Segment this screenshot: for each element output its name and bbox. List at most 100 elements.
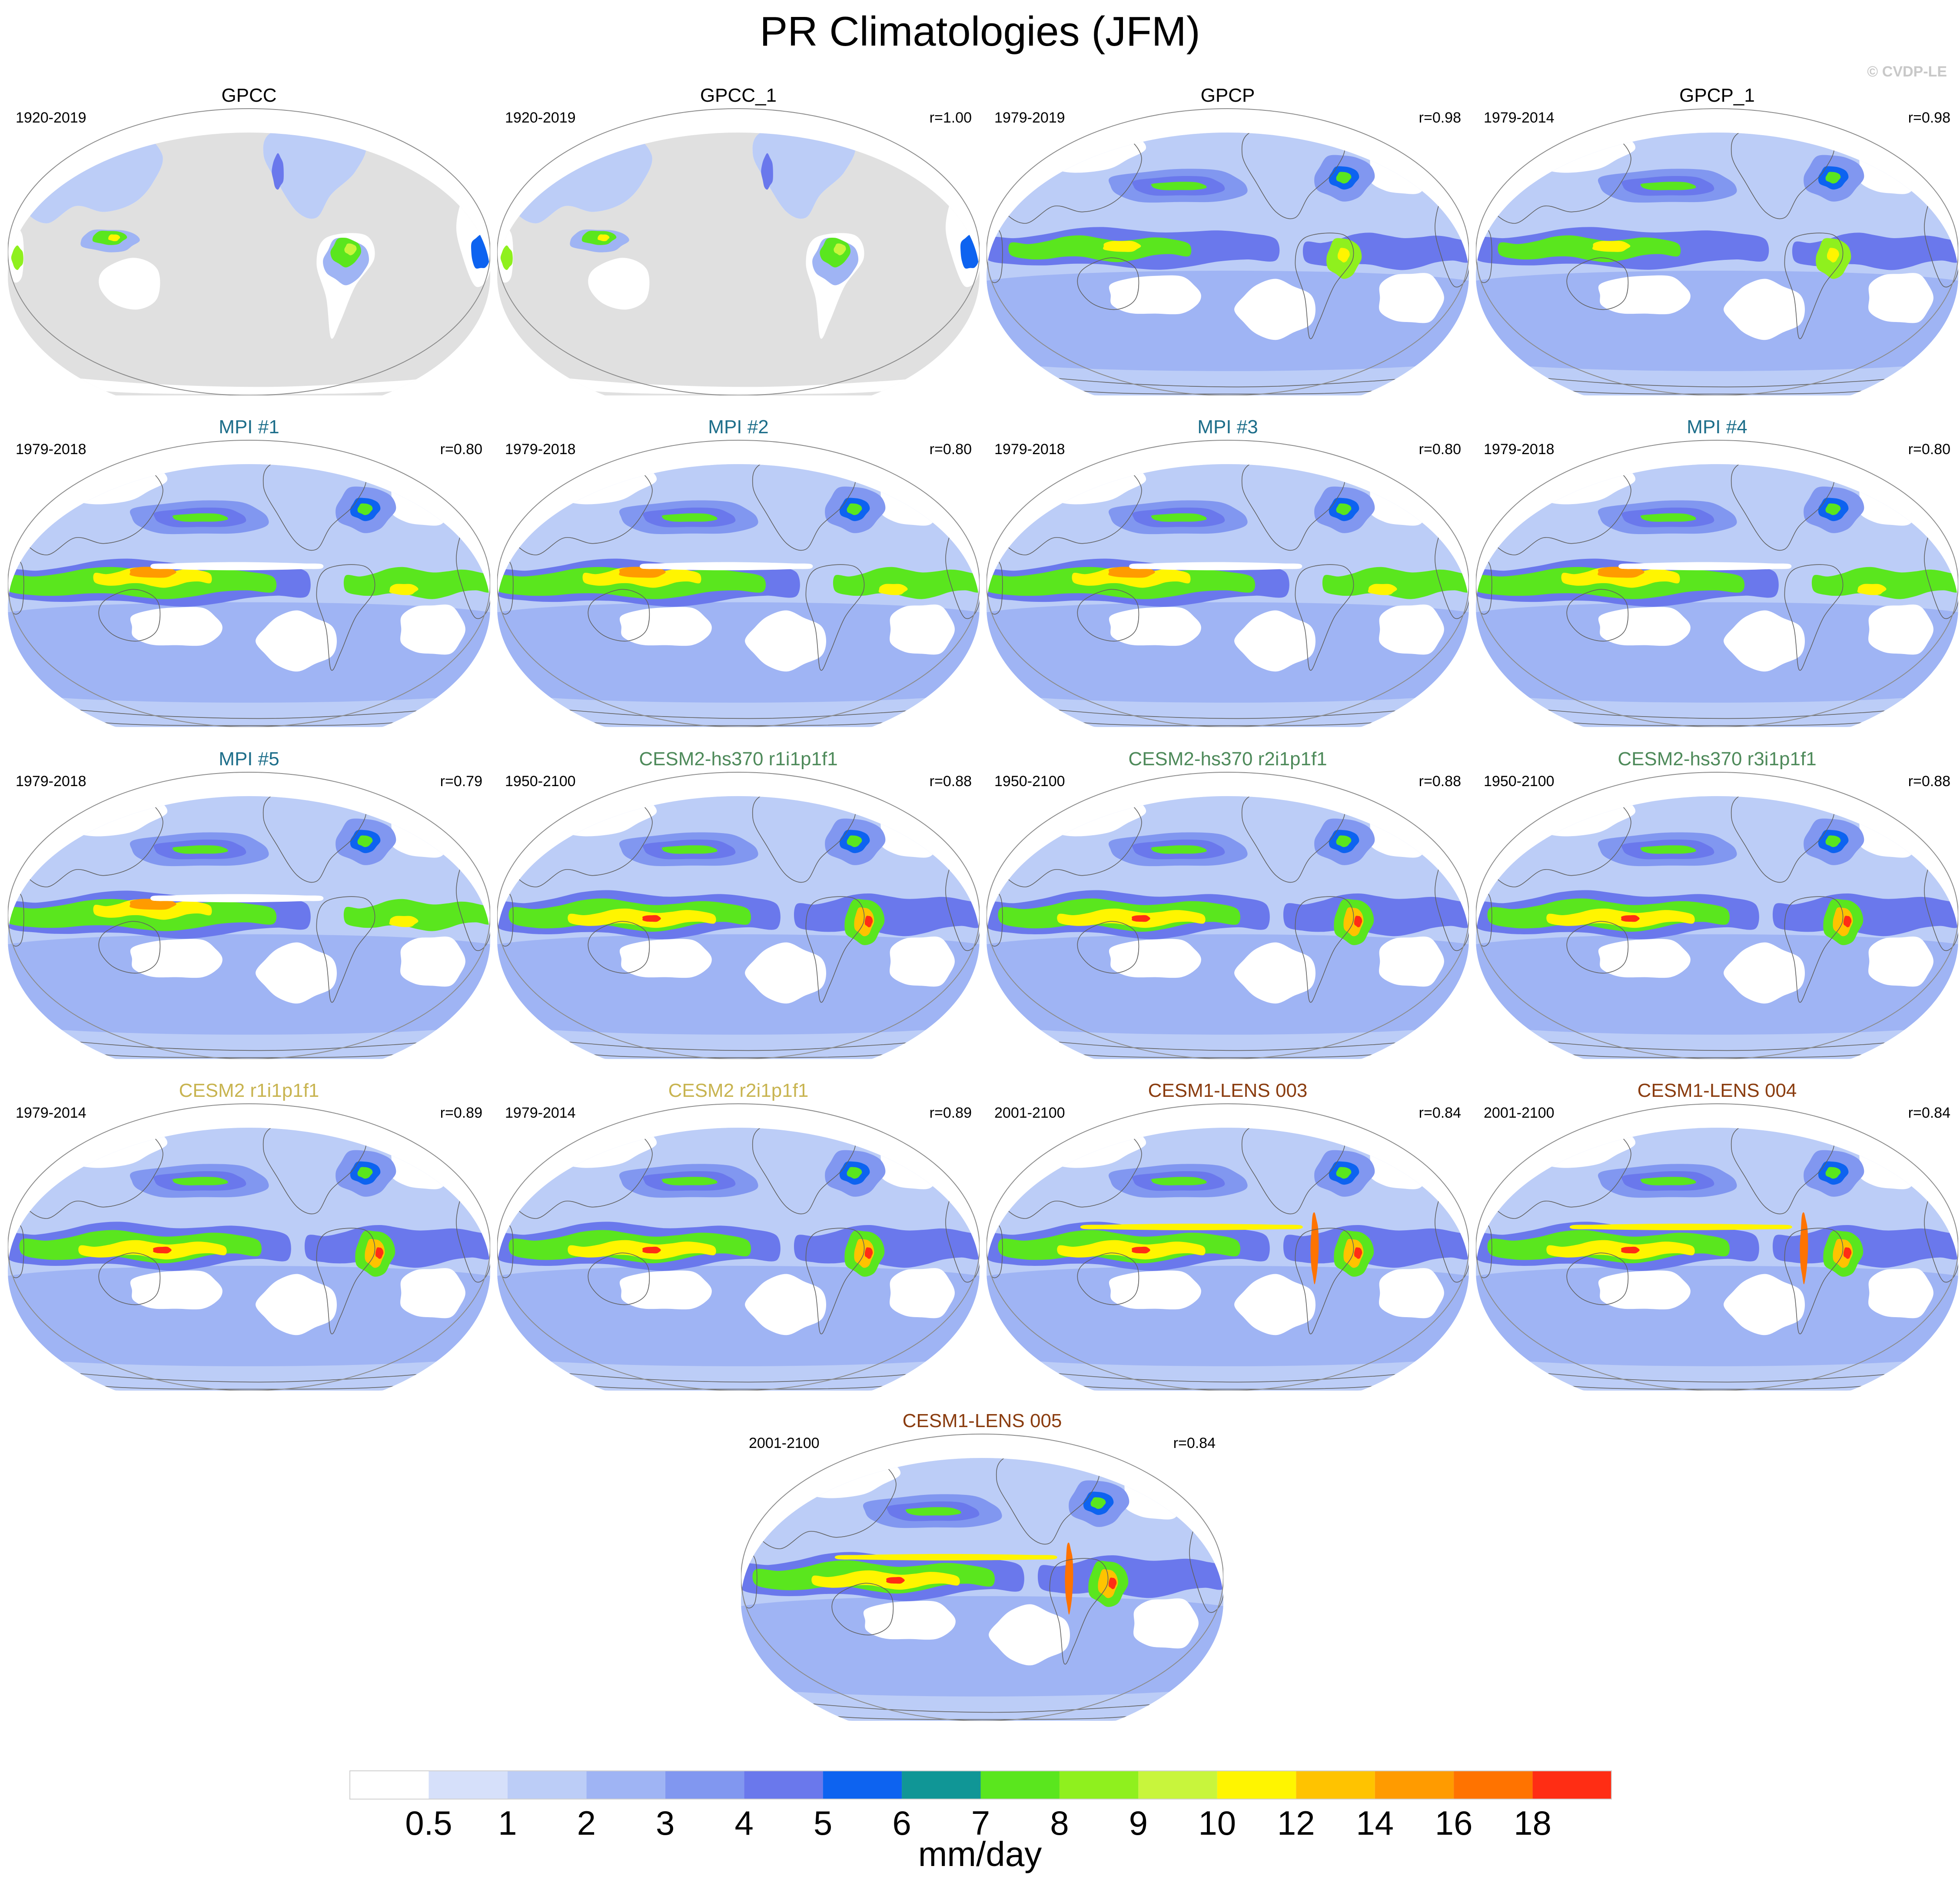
land-region	[334, 133, 394, 149]
precip-contour	[1598, 1270, 1691, 1310]
colorbar-swatch	[823, 1771, 902, 1799]
map-projection	[987, 1103, 1469, 1391]
colorbar-swatch	[1138, 1771, 1217, 1799]
precip-contour	[390, 470, 457, 526]
coastline	[98, 921, 161, 974]
panel-years: 2001-2100	[1484, 1105, 1555, 1121]
colorbar-swatch	[507, 1771, 587, 1799]
coastline	[1241, 464, 1345, 551]
precip-contour	[890, 1268, 955, 1318]
panel-correlation: r=0.80	[929, 441, 972, 458]
precip-contour	[153, 1246, 172, 1254]
precip-contour	[880, 1133, 946, 1189]
panel-correlation: r=1.00	[929, 110, 972, 126]
precip-contour	[1546, 908, 1695, 928]
map-projection	[8, 108, 490, 395]
panel-correlation: r=0.88	[1908, 773, 1950, 790]
coastline	[1241, 1128, 1345, 1215]
coastline	[316, 1228, 375, 1335]
coastline	[805, 564, 865, 671]
precip-contour	[497, 602, 980, 703]
coastline	[503, 796, 653, 887]
coastline	[831, 1583, 894, 1636]
coastline	[1802, 133, 1862, 149]
precip-contour	[1379, 273, 1444, 323]
coastline	[1295, 1228, 1354, 1335]
precip-contour	[1108, 1577, 1117, 1589]
coastline	[752, 1128, 856, 1215]
precip-contour	[1858, 1133, 1925, 1189]
coastline	[1482, 796, 1631, 887]
precip-contour	[864, 916, 873, 927]
coastline	[316, 564, 375, 671]
precip-contour	[1857, 584, 1887, 595]
precip-contour	[1369, 1133, 1435, 1189]
coastline	[1566, 1252, 1629, 1305]
precip-contour	[130, 566, 176, 578]
precip-contour	[1057, 1240, 1206, 1260]
precip-contour	[834, 1554, 1057, 1561]
precip-contour	[1640, 845, 1696, 854]
precip-contour	[1772, 1225, 1958, 1268]
precip-contour	[357, 1167, 373, 1179]
panel-title: CESM1-LENS 005	[902, 1410, 1062, 1431]
panel-title: CESM2-hs370 r1i1p1f1	[639, 748, 838, 770]
precip-contour	[1833, 907, 1853, 936]
precip-contour	[1234, 610, 1316, 672]
colorbar-frame	[349, 1770, 1612, 1800]
map-outline	[1476, 108, 1958, 395]
precip-contour	[745, 1274, 826, 1335]
coastline	[1784, 896, 1844, 1003]
colorbar-swatch	[1217, 1771, 1296, 1799]
precip-contour	[1234, 1274, 1316, 1335]
map-panel: GPCP_1 1979-2014 r=0.98	[1476, 85, 1958, 395]
precip-contour	[150, 894, 324, 903]
precip-contour	[661, 845, 718, 854]
coastline	[497, 554, 514, 615]
colorbar-swatch	[1059, 1771, 1139, 1799]
map-panel: MPI #5 1979-2018 r=0.79	[8, 748, 490, 1059]
coastline	[823, 796, 884, 813]
precip-contour	[1234, 942, 1316, 1004]
precip-contour	[357, 835, 373, 847]
precip-contour	[661, 513, 718, 522]
coastline	[1241, 796, 1345, 883]
precip-contour	[864, 1247, 873, 1259]
precip-contour	[1098, 1569, 1118, 1598]
precip-contour	[1234, 279, 1316, 340]
land-region	[99, 258, 160, 310]
precip-contour	[1724, 610, 1805, 672]
land-region	[31, 375, 466, 394]
coastline	[1566, 921, 1629, 974]
panel-years: 2001-2100	[994, 1105, 1065, 1121]
precip-contour	[847, 1167, 862, 1179]
coastline	[588, 1252, 650, 1305]
precip-contour	[1151, 513, 1207, 522]
precip-contour	[661, 1177, 718, 1185]
precip-contour	[745, 942, 826, 1004]
coastline	[588, 589, 650, 642]
precip-contour	[1008, 235, 1192, 262]
colorbar-swatch	[586, 1771, 665, 1799]
map-projection	[987, 108, 1469, 395]
panel-years: 1950-2100	[994, 773, 1065, 790]
precip-contour	[389, 916, 419, 927]
map-panel: CESM2-hs370 r3i1p1f1 1950-2100 r=0.88	[1476, 748, 1958, 1059]
precip-contour	[1379, 936, 1444, 987]
coastline	[1482, 1128, 1631, 1219]
panel-title: GPCP	[1200, 85, 1255, 106]
coastline	[752, 464, 856, 551]
coastline	[1784, 1228, 1844, 1335]
map-outline	[8, 1103, 490, 1391]
map-panel: CESM1-LENS 003 2001-2100 r=0.84	[987, 1080, 1469, 1391]
map-panel: CESM2-hs370 r1i1p1f1 1950-2100 r=0.88	[497, 748, 980, 1059]
coastline	[1784, 232, 1844, 339]
precip-contour	[833, 567, 980, 599]
panel-years: 1979-2014	[505, 1105, 576, 1121]
coastline	[14, 464, 163, 555]
panel-years: 1979-2018	[1484, 441, 1555, 458]
map-projection	[987, 440, 1469, 727]
map-outline	[1476, 1103, 1958, 1391]
coastline	[1802, 1128, 1862, 1145]
map-outline	[987, 108, 1469, 395]
